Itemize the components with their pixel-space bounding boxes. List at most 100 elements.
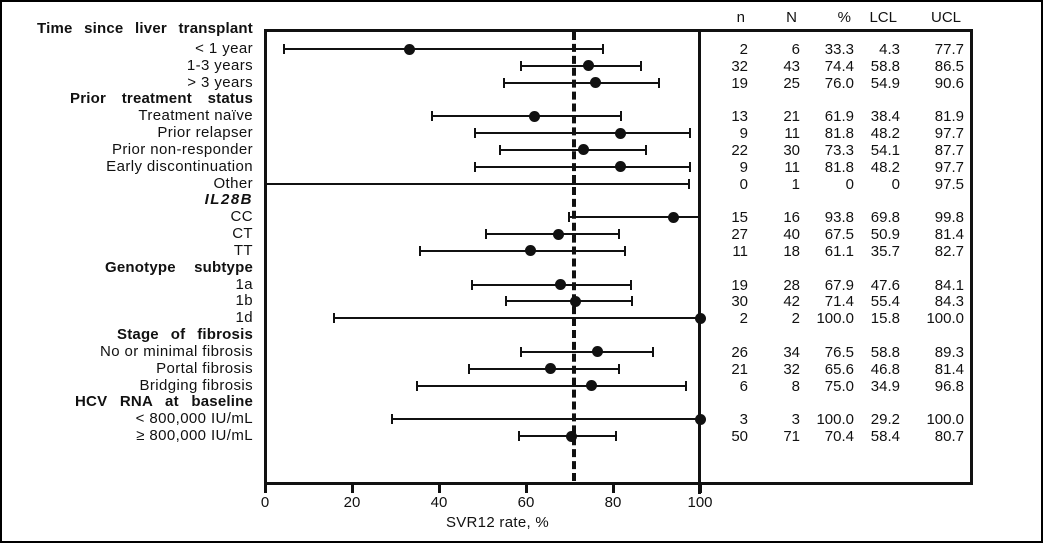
cell-ucl: 100.0 bbox=[926, 411, 964, 429]
reference-line-100 bbox=[698, 29, 701, 494]
ci-cap-right bbox=[629, 279, 632, 290]
ci-line bbox=[472, 283, 631, 286]
point-estimate-dot bbox=[553, 228, 565, 240]
ci-line bbox=[486, 233, 620, 236]
row-label: Portal fibrosis bbox=[156, 359, 253, 377]
ci-cap-left bbox=[282, 44, 285, 54]
row-label: < 800,000 IU/mL bbox=[135, 410, 253, 428]
row-label: Early discontinuation bbox=[106, 157, 253, 175]
point-estimate-dot bbox=[615, 161, 627, 173]
cell-N: 71 bbox=[783, 428, 800, 446]
cell-lcl: 47.6 bbox=[870, 276, 900, 294]
cell-N: 18 bbox=[783, 242, 800, 260]
cell-n: 3 bbox=[739, 411, 748, 429]
ci-cap-right bbox=[688, 161, 691, 172]
point-estimate-dot bbox=[570, 295, 582, 307]
point-estimate-dot bbox=[694, 312, 706, 324]
cell-pct: 33.3 bbox=[824, 41, 854, 58]
cell-n: 30 bbox=[731, 293, 748, 311]
cell-lcl: 35.7 bbox=[870, 242, 900, 260]
ci-cap-left bbox=[518, 431, 521, 442]
cell-pct: 93.8 bbox=[824, 209, 854, 227]
ci-line bbox=[520, 64, 642, 67]
ci-cap-left bbox=[431, 111, 434, 122]
x-tick bbox=[350, 484, 354, 493]
row-label: > 3 years bbox=[187, 73, 253, 91]
cell-lcl: 38.4 bbox=[870, 108, 900, 126]
col-header-ucl: UCL bbox=[930, 9, 961, 26]
cell-n: 13 bbox=[731, 108, 748, 126]
cell-N: 28 bbox=[783, 276, 800, 294]
ci-line bbox=[500, 148, 647, 151]
cell-lcl: 54.1 bbox=[870, 141, 900, 159]
x-tick-label: 60 bbox=[517, 494, 535, 511]
ci-line bbox=[432, 115, 622, 118]
point-estimate-dot bbox=[544, 363, 556, 375]
cell-lcl: 50.9 bbox=[870, 226, 900, 244]
point-estimate-dot bbox=[592, 346, 604, 358]
row-label: TT bbox=[233, 241, 253, 259]
cell-pct: 76.0 bbox=[824, 74, 854, 92]
cell-ucl: 84.1 bbox=[934, 276, 964, 294]
cell-N: 16 bbox=[783, 209, 800, 227]
ci-cap-right bbox=[698, 212, 701, 223]
cell-lcl: 58.4 bbox=[870, 428, 900, 446]
point-estimate-dot bbox=[694, 413, 706, 425]
ci-cap-right bbox=[688, 128, 691, 139]
cell-lcl: 34.9 bbox=[870, 377, 900, 395]
ci-cap-right bbox=[658, 77, 661, 88]
ci-cap-left bbox=[567, 212, 570, 223]
cell-N: 8 bbox=[791, 377, 800, 395]
cell-N: 21 bbox=[783, 108, 800, 126]
point-estimate-dot bbox=[615, 127, 627, 139]
cell-n: 27 bbox=[731, 226, 748, 244]
ci-cap-left bbox=[467, 363, 470, 374]
cell-lcl: 55.4 bbox=[870, 293, 900, 311]
ci-cap-right bbox=[645, 144, 648, 155]
cell-n: 26 bbox=[731, 343, 748, 361]
cell-n: 22 bbox=[731, 141, 748, 159]
cell-ucl: 97.7 bbox=[934, 158, 964, 176]
x-tick-label: 80 bbox=[604, 494, 622, 511]
cell-ucl: 77.7 bbox=[934, 41, 964, 58]
row-label: 1d bbox=[235, 309, 253, 327]
group-header: HCV RNA at baseline bbox=[75, 393, 253, 411]
group-header: Stage of fibrosis bbox=[117, 326, 253, 344]
cell-ucl: 86.5 bbox=[934, 57, 964, 75]
cell-ucl: 87.7 bbox=[934, 141, 964, 159]
ci-cap-left bbox=[519, 60, 522, 71]
cell-pct: 61.1 bbox=[824, 242, 854, 260]
ci-cap-right bbox=[615, 431, 618, 442]
group-header: Genotype subtype bbox=[105, 258, 253, 276]
cell-N: 40 bbox=[783, 226, 800, 244]
ci-cap-right bbox=[618, 229, 621, 240]
point-estimate-dot bbox=[667, 211, 679, 223]
ci-cap-right bbox=[620, 111, 623, 122]
cell-lcl: 29.2 bbox=[870, 411, 900, 429]
cell-N: 30 bbox=[783, 141, 800, 159]
ci-cap-left bbox=[485, 229, 488, 240]
cell-n: 21 bbox=[731, 360, 748, 378]
ci-cap-right bbox=[618, 363, 621, 374]
col-header-pct: % bbox=[837, 9, 851, 26]
cell-pct: 73.3 bbox=[824, 141, 854, 159]
group-header: Prior treatment status bbox=[70, 90, 253, 108]
row-label: ≥ 800,000 IU/mL bbox=[136, 427, 253, 445]
cell-pct: 65.6 bbox=[824, 360, 854, 378]
x-tick bbox=[524, 484, 528, 493]
cell-N: 11 bbox=[784, 125, 800, 143]
row-label: No or minimal fibrosis bbox=[100, 342, 253, 360]
cell-N: 32 bbox=[783, 360, 800, 378]
ci-line bbox=[416, 384, 687, 387]
cell-ucl: 97.7 bbox=[934, 125, 964, 143]
ci-line bbox=[265, 182, 690, 185]
cell-n: 32 bbox=[731, 57, 748, 75]
cell-lcl: 58.8 bbox=[870, 57, 900, 75]
cell-lcl: 58.8 bbox=[870, 343, 900, 361]
cell-pct: 100.0 bbox=[816, 411, 854, 429]
point-estimate-dot bbox=[525, 245, 537, 257]
cell-pct: 70.4 bbox=[824, 428, 854, 446]
row-label: 1-3 years bbox=[186, 56, 253, 74]
cell-n: 2 bbox=[739, 310, 748, 328]
